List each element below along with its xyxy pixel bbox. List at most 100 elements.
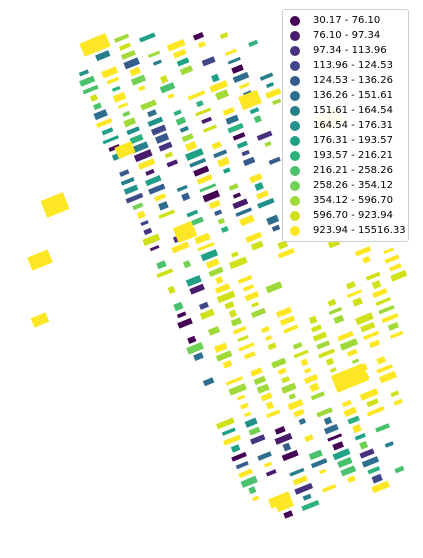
legend-swatch: [290, 105, 300, 116]
building: [235, 461, 249, 470]
building: [242, 284, 255, 292]
building: [381, 313, 399, 324]
building: [362, 255, 371, 264]
legend-label: 76.10 - 97.34: [313, 30, 381, 41]
building: [372, 287, 388, 299]
building: [277, 367, 287, 375]
building: [199, 308, 215, 320]
building: [113, 33, 130, 43]
building: [111, 85, 121, 92]
building: [173, 301, 184, 312]
building: [181, 133, 194, 143]
building: [147, 109, 157, 118]
building: [294, 482, 314, 495]
building: [214, 342, 228, 353]
building: [254, 182, 264, 192]
building: [173, 109, 182, 116]
building: [215, 350, 233, 362]
building: [189, 283, 205, 295]
building: [250, 240, 264, 251]
building: [322, 483, 337, 493]
building: [268, 156, 281, 165]
building: [365, 271, 381, 281]
building: [292, 475, 308, 486]
building: [283, 324, 299, 334]
building: [238, 342, 255, 352]
legend-item: 136.26 - 151.61: [283, 88, 408, 103]
building: [248, 39, 259, 47]
building: [209, 80, 229, 93]
building: [260, 392, 273, 402]
building: [328, 306, 343, 315]
building: [175, 116, 187, 126]
large-building: [172, 220, 198, 244]
building: [237, 335, 249, 343]
building: [238, 468, 253, 479]
building: [232, 71, 250, 84]
building: [265, 401, 275, 410]
building: [371, 473, 383, 484]
building: [126, 126, 140, 136]
building: [293, 408, 305, 418]
legend-label: 193.57 - 216.21: [313, 150, 393, 161]
building: [345, 281, 356, 290]
building: [303, 374, 319, 385]
building: [95, 117, 113, 128]
building: [172, 48, 187, 59]
building: [301, 499, 320, 512]
building: [376, 356, 387, 365]
large-building: [30, 312, 50, 328]
building: [354, 433, 366, 441]
building: [167, 93, 175, 99]
building: [123, 117, 137, 128]
building: [281, 449, 299, 462]
building: [227, 122, 244, 134]
building: [352, 297, 363, 307]
building: [298, 417, 307, 425]
building: [176, 57, 190, 67]
building: [106, 76, 120, 85]
building: [195, 107, 212, 117]
building: [310, 458, 328, 469]
legend-item: 113.96 - 124.53: [283, 58, 408, 73]
building: [366, 406, 385, 417]
building: [325, 357, 335, 366]
legend-label: 136.26 - 151.61: [313, 90, 393, 101]
building: [375, 423, 391, 433]
building: [211, 141, 222, 150]
building: [263, 461, 273, 468]
building: [277, 240, 289, 250]
building: [236, 394, 246, 401]
building: [179, 125, 189, 133]
building: [244, 417, 258, 428]
building: [265, 82, 275, 89]
building: [332, 441, 344, 451]
building: [253, 375, 267, 386]
building: [304, 434, 314, 442]
building: [237, 274, 253, 285]
building: [196, 241, 215, 252]
building: [166, 38, 186, 52]
building: [351, 358, 360, 364]
building: [211, 73, 220, 83]
building: [371, 280, 382, 290]
building: [201, 56, 216, 67]
building: [228, 309, 238, 318]
building: [192, 32, 204, 41]
building: [281, 382, 297, 394]
building: [207, 325, 221, 336]
building: [89, 93, 99, 102]
building: [239, 214, 255, 227]
building: [354, 312, 374, 326]
building: [362, 330, 380, 341]
building: [159, 75, 169, 84]
legend-item: 124.53 - 136.26: [283, 73, 408, 88]
building: [264, 335, 273, 341]
building: [387, 321, 399, 331]
building: [249, 173, 263, 184]
building: [368, 339, 381, 349]
building: [347, 475, 356, 483]
building: [177, 317, 193, 329]
building: [341, 399, 352, 408]
large-building: [238, 89, 262, 111]
